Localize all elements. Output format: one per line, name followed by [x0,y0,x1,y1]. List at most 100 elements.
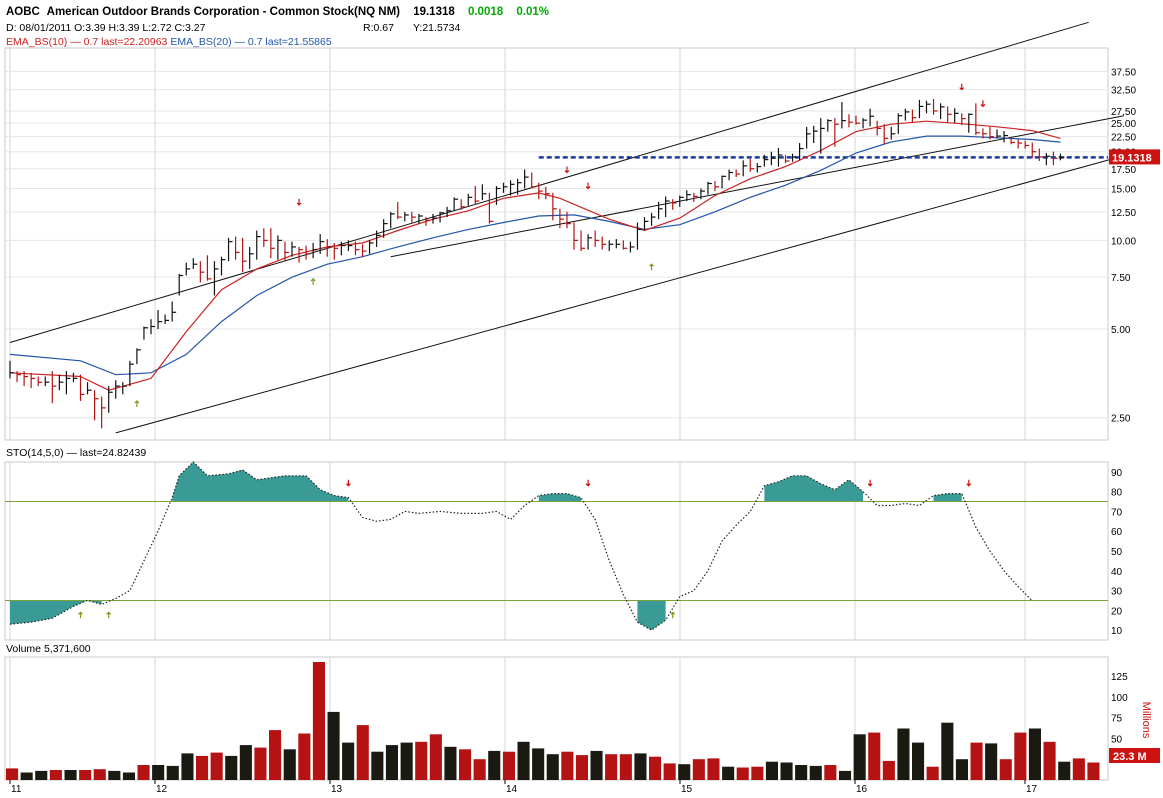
volume-axis-title: Millions [1140,702,1152,739]
last-price-badge: 19.1318 [1109,149,1160,165]
sto-tick-label: 90 [1111,468,1123,479]
volume-bar [590,750,603,780]
volume-bar [400,742,413,780]
price-panel[interactable] [9,21,1124,434]
volume-bar [64,770,77,780]
last-price: 19.1318 [413,6,455,18]
volume-bar [663,763,676,780]
x-tick-label: 12 [156,784,168,795]
x-tick-label: 16 [856,784,868,795]
volume-badge: 23.3 M [1109,748,1160,763]
x-tick-label: 11 [11,784,22,795]
volume-bar [20,772,33,780]
sto-label: STO(14,5,0) — last=24.82439 [6,447,146,459]
volume-bar [327,711,340,780]
symbol: AOBC [6,6,40,18]
sto-fill-area [637,600,666,631]
sto-tick-label: 60 [1111,527,1123,538]
sto-buy-arrow [106,611,112,619]
volume-bar [1072,758,1085,780]
volume-bar [941,722,954,780]
volume-bar [49,770,62,780]
volume-bar [502,751,515,780]
volume-bar [283,749,296,781]
last-price-badge-text: 19.1318 [1112,152,1152,164]
volume-bar [1043,741,1056,780]
channel-line-upper [9,21,1089,343]
volume-bar [269,730,282,780]
volume-bar [239,745,252,780]
x-tick-label: 14 [506,784,518,795]
sto-sell-arrow [966,479,972,487]
sto-fill-area [933,493,962,502]
ohlc-readout: D: 08/01/2011 O:3.39 H:3.39 L:2.72 C:3.2… [6,22,206,34]
price-tick-label: 15.00 [1111,185,1136,196]
sto-fill-area [538,493,582,502]
volume-bar [298,733,311,780]
volume-bar [561,751,574,780]
ema10-line [9,120,1061,391]
sto-tick-label: 80 [1111,488,1123,499]
volume-bar [415,741,428,780]
volume-bar [1014,732,1027,780]
sell-arrow [585,182,591,190]
volume-bar [707,758,720,780]
volume-bar [152,765,165,780]
company-name: American Outdoor Brands Corporation - Co… [47,6,400,18]
channel-line-mid [390,115,1124,258]
volume-tick-label: 125 [1111,672,1128,683]
price-tick-label: 37.50 [1111,67,1136,78]
volume-panel[interactable] [6,662,1100,781]
volume-bar [780,762,793,780]
sto-buy-arrow [78,611,83,619]
volume-bar [619,754,632,780]
volume-bar [970,742,983,780]
sell-arrow [959,83,965,91]
volume-bar [254,747,267,780]
volume-bar [839,770,852,780]
volume-bar [371,751,384,780]
price-tick-label: 12.50 [1111,208,1136,219]
volume-bar [385,745,398,780]
sto-sell-arrow [345,479,351,487]
sto-tick-label: 30 [1111,587,1123,598]
volume-bar [429,734,442,780]
volume-bar [955,759,968,780]
sto-tick-label: 70 [1111,507,1123,518]
volume-bar [882,760,895,780]
price-tick-label: 7.50 [1111,273,1131,284]
volume-bar [181,753,194,780]
price-change: 0.0018 [468,6,504,18]
ema20-line [9,135,1061,376]
volume-bar [342,742,355,780]
sto-sell-arrow [585,479,591,487]
volume-bar [765,761,778,780]
sto-sell-arrow [867,479,873,487]
volume-bar [473,759,486,780]
price-tick-label: 5.00 [1111,325,1131,336]
stochastic-panel[interactable] [5,461,1108,631]
volume-label: Volume 5,371,600 [6,643,91,655]
volume-bar [6,768,19,780]
volume-bar [196,755,209,780]
sto-tick-label: 50 [1111,547,1123,558]
volume-bar [532,748,545,780]
buy-arrow [310,278,316,285]
volume-bar [1087,762,1100,780]
ema20-label: EMA_BS(20) — 0.7 last=21.55865 [170,36,332,48]
volume-bar [722,766,735,780]
price-tick-label: 17.50 [1111,165,1136,176]
sto-buy-arrow [670,611,676,619]
volume-bar [210,752,223,780]
volume-tick-label: 100 [1111,693,1128,704]
sto-fill-area [764,475,864,502]
sto-line [9,461,1033,631]
volume-bar [999,759,1012,780]
volume-bar [356,725,369,780]
volume-bar [649,756,662,780]
buy-arrow [649,263,654,271]
sto-fill-area [172,462,349,502]
volume-bar [35,770,48,780]
volume-bar [692,759,705,780]
x-tick-label: 13 [331,784,343,795]
